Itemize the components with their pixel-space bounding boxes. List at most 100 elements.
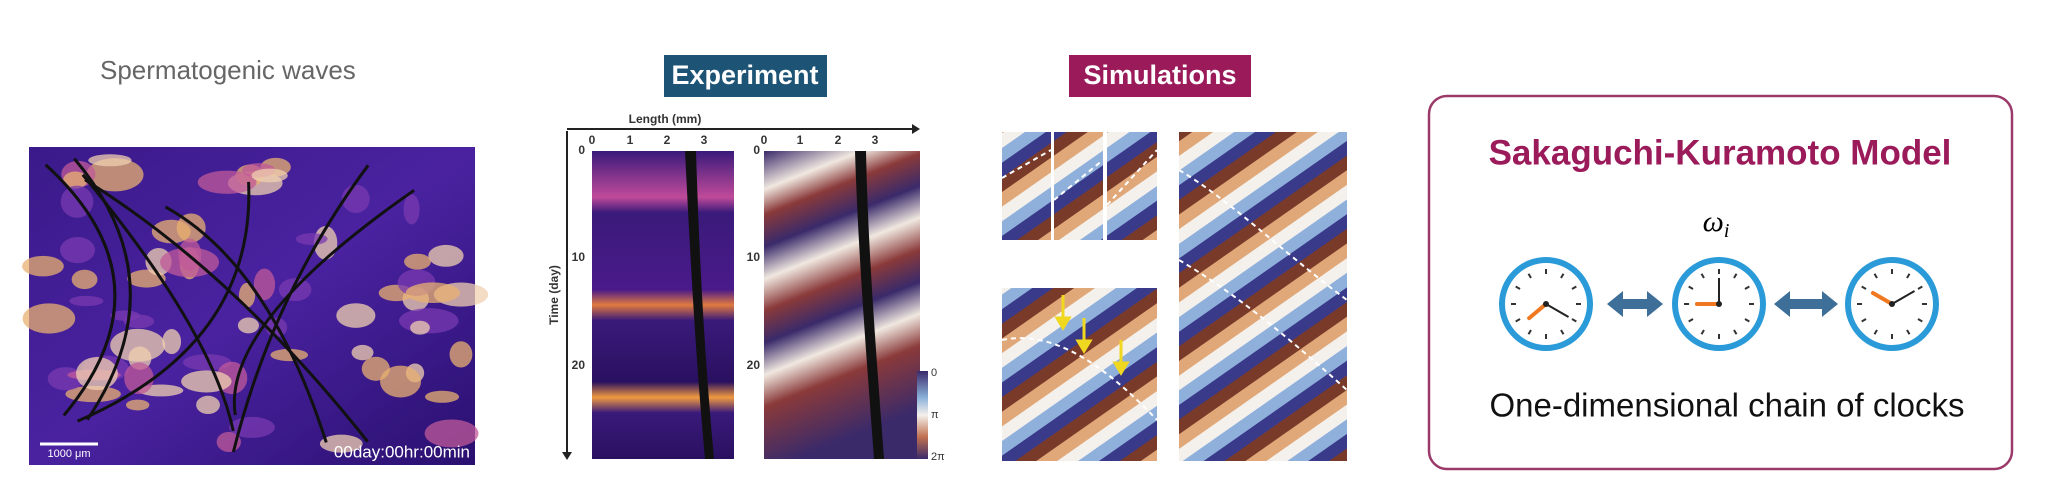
tubule [403,194,420,225]
tubule [428,244,464,267]
clock-tick [1873,329,1878,335]
vessel [81,173,235,432]
tubule [151,219,191,244]
clock-tick [1515,318,1521,323]
tubule [71,269,98,290]
clock-tick [1861,318,1867,323]
clock-tick [1527,273,1532,279]
vessel [73,157,132,421]
vessel [44,163,117,417]
clock-tick [1688,318,1694,323]
clock-center [1543,301,1549,307]
tubule [253,268,276,301]
tissue-texture [22,154,489,453]
y-tick-label: 10 [572,250,586,264]
x-tick-label: 3 [872,133,879,147]
model-title: Sakaguchi-Kuramoto Model [1489,133,1952,172]
vessel [231,164,370,453]
y-tick-label: 20 [747,358,761,372]
panel-title: Spermatogenic waves [100,55,356,85]
clock-tick [1744,318,1750,323]
clock-tick [1515,285,1521,290]
tubule [319,434,363,453]
clock-tick [1733,273,1738,279]
x-tick-label: 1 [797,133,804,147]
tubule [88,154,132,167]
vessel [76,181,251,423]
y-tick-label: 10 [747,250,761,264]
hour-hand [1527,302,1548,321]
vessel [84,178,369,443]
boundary [685,151,714,459]
tubule [196,395,220,415]
clock-tick [1906,329,1911,335]
y-tick-label: 20 [572,358,586,372]
clock-tick [1733,329,1738,335]
colorbar-tick-label: π [931,409,939,421]
badge-label: Simulations [1083,60,1236,90]
x-tick-label: 2 [835,133,842,147]
clock-center [1716,301,1722,307]
tubule [69,295,104,307]
tubule [410,320,430,335]
tubule [197,170,257,194]
tubule [162,329,182,355]
sim-panel [1002,132,1051,240]
arrow-head [912,124,920,134]
timestamp: 00day:00hr:00min [334,442,470,461]
badge [1069,55,1251,97]
tubule [63,171,88,189]
clock-tick [1861,285,1867,290]
tubule [65,385,121,403]
tubule [251,168,288,183]
tubule [238,282,256,308]
double-arrows [1607,291,1838,317]
sim-panel [1054,132,1103,240]
arrows [1054,295,1130,376]
x-axis-label: Length (mm) [629,112,702,126]
clock-tick [1560,329,1565,335]
tubule [424,419,479,448]
badge [664,55,827,97]
arrow-head [562,452,572,460]
vessel [232,189,415,416]
sim-panel [1107,132,1157,240]
clock-tick [1527,329,1532,335]
tubule [336,303,376,328]
tubule [86,158,144,192]
x-tick-label: 3 [701,133,708,147]
clock-tick [1873,273,1878,279]
hour-hand [1870,291,1894,306]
clock-tick [1560,273,1565,279]
tubule [125,399,150,411]
omega: ωi [1703,205,1730,242]
colorbar-tick-label: 2π [931,451,945,463]
symbol: ω [1703,205,1724,238]
clock-tick [1700,329,1705,335]
x-tick-label: 0 [761,133,768,147]
vessel [164,205,328,443]
y-tick-label: 0 [753,143,760,157]
x-tick-label: 1 [627,133,634,147]
clock-tick [1571,318,1577,323]
tubule [60,237,96,264]
tubule [22,303,76,334]
y-axis-label: Time (day) [547,265,561,325]
clock-tick [1571,285,1577,290]
x-tick-label: 2 [664,133,671,147]
kymograph [592,151,734,459]
badge-label: Experiment [671,60,818,90]
tubule [110,310,140,321]
clock-tick [1917,285,1923,290]
tubule [229,416,275,438]
clock-tick [1688,285,1694,290]
tubule [404,253,431,270]
tubule [380,365,422,398]
tubule [424,390,460,403]
caption: One-dimensional chain of clocks [1489,387,1964,424]
clock-center [1889,301,1895,307]
x-tick-label: 0 [589,133,596,147]
clock-tick [1906,273,1911,279]
tubule [449,341,473,368]
wavefronts [1001,149,1348,421]
